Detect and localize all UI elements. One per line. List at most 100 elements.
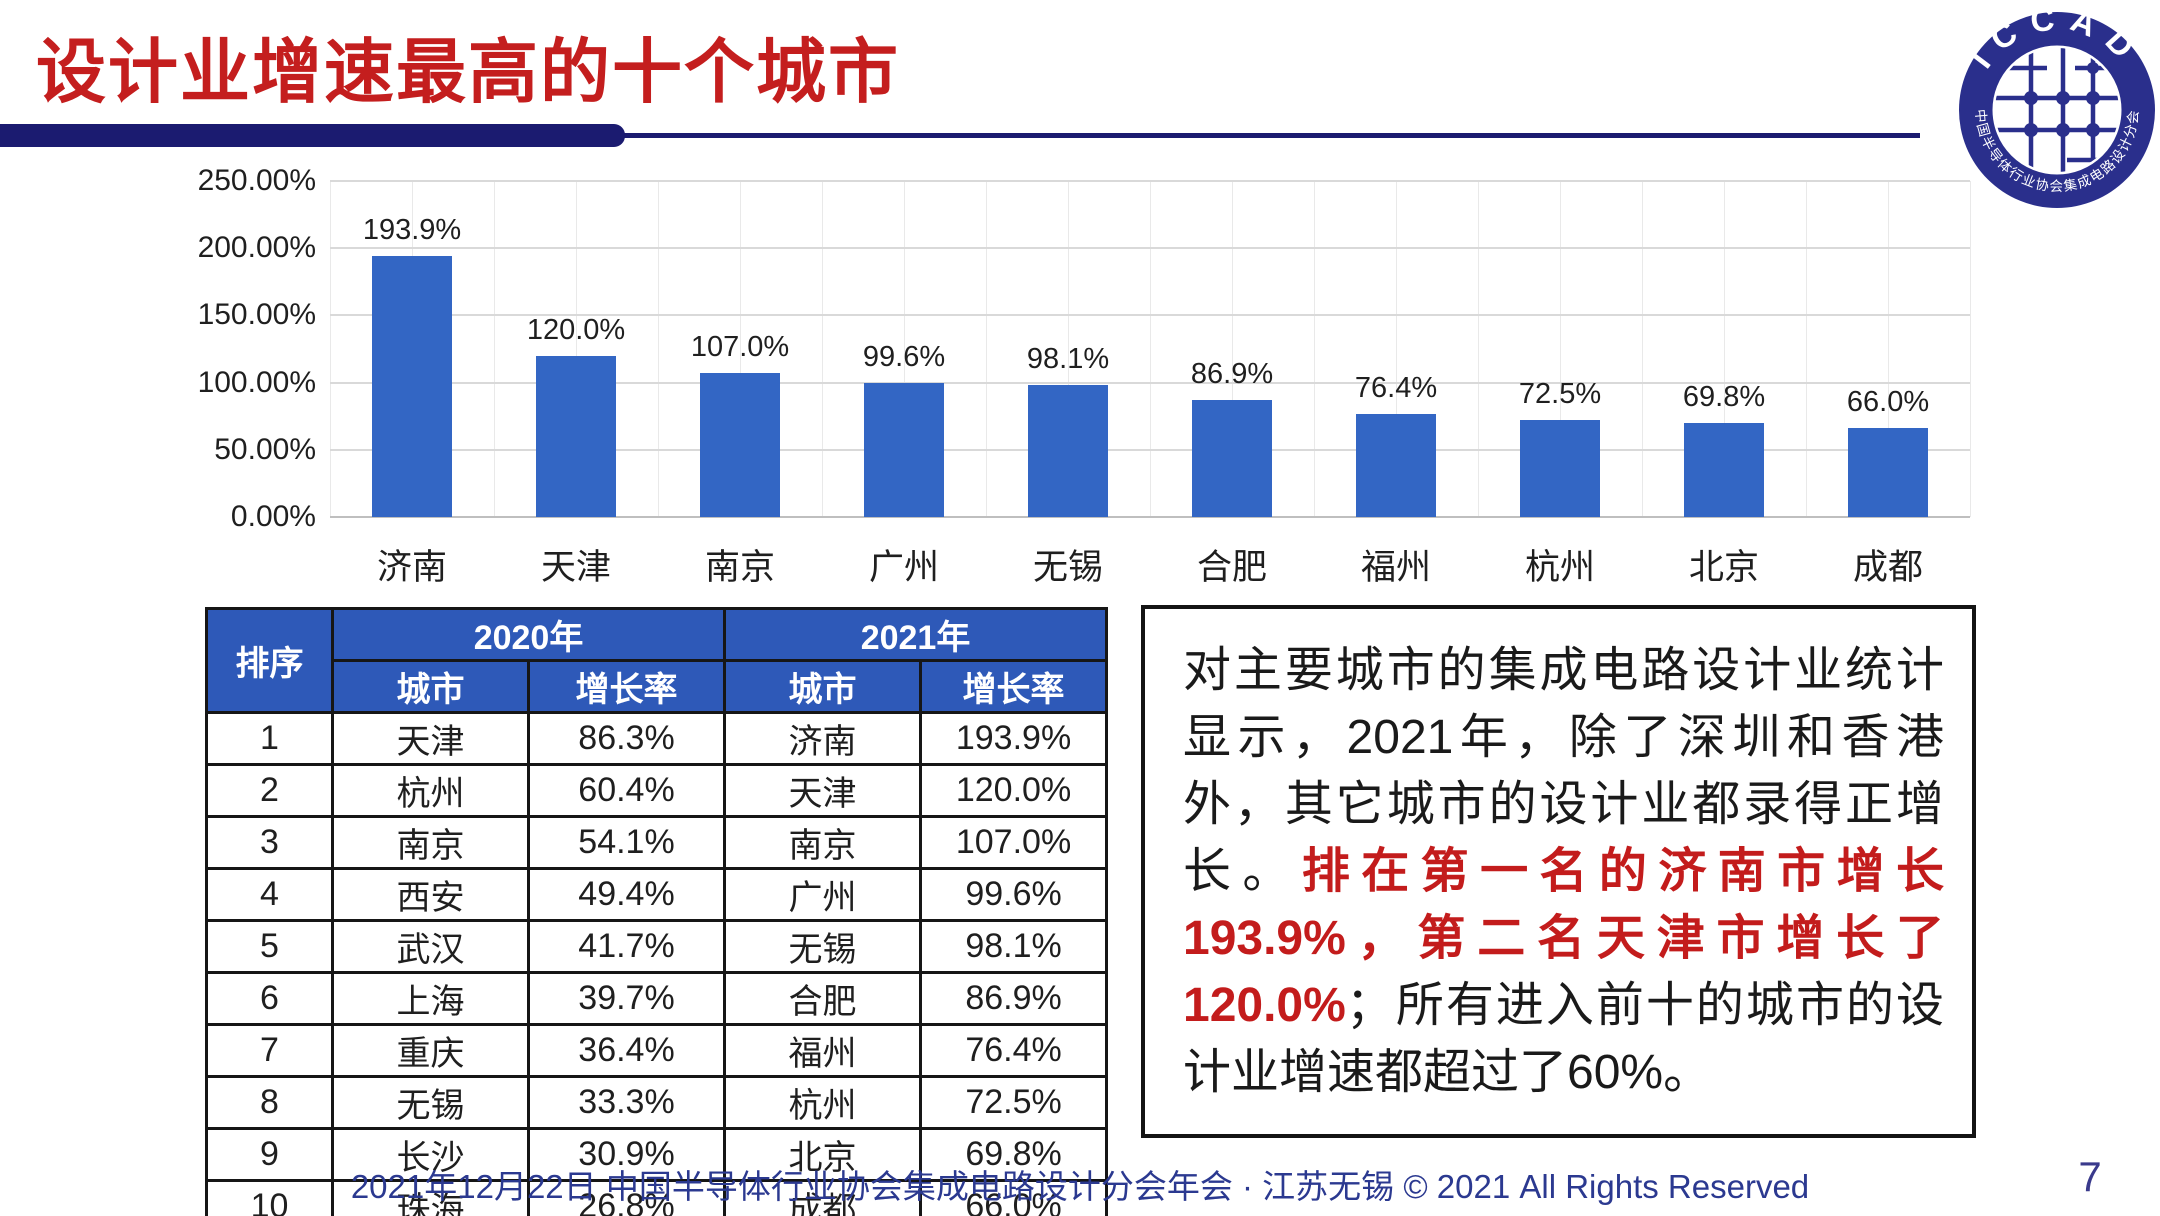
cell-rank: 9 [205,1127,334,1182]
x-tick-label: 济南 [376,548,447,587]
header-city-2021: 城市 [723,659,923,714]
cell-city-2020: 南京 [331,815,530,870]
bar-value-label: 76.4% [1354,372,1438,405]
cell-city-2020: 杭州 [331,763,530,818]
cell-growth-2021: 98.1% [919,919,1109,974]
bar-value-label: 69.8% [1682,381,1766,414]
y-tick-label: 0.00% [230,500,316,533]
ranking-table: 排序 2020年 2021年 城市 增长率 城市 增长率 1 天津 86.3% 济南 193.9% 2… [205,607,1109,1216]
x-tick-label: 杭州 [1524,548,1595,587]
chart-bar [1192,400,1272,517]
cell-growth-2020: 54.1% [526,815,727,870]
chart-vertical-gridline [1888,181,1889,517]
cell-rank: 10 [205,1179,334,1216]
chart-horizontal-gridline [330,247,1970,250]
header-2021: 2021年 [723,607,1109,662]
chart-bar [1028,385,1108,517]
chart-bar [536,355,616,517]
logo-circuit-dots [2024,62,2100,137]
header-rank: 排序 [205,607,334,714]
chart-vertical-gridline [576,181,577,517]
cell-growth-2021: 120.0% [919,763,1109,818]
cell-city-2021: 南京 [723,815,923,870]
chart-vertical-gridline [1396,181,1397,517]
table-row: 8 无锡 33.3% 杭州 72.5% [205,1075,1109,1130]
cell-city-2020: 天津 [331,711,530,766]
chart-vertical-gridline [822,181,823,517]
bar-value-label: 107.0% [690,331,790,364]
cell-growth-2021: 193.9% [919,711,1109,766]
x-tick-label: 南京 [704,548,775,587]
table-row: 1 天津 86.3% 济南 193.9% [205,711,1109,766]
cell-growth-2021: 107.0% [919,815,1109,870]
x-tick-label: 合肥 [1196,548,1267,587]
page-number: 7 [2078,1153,2102,1200]
bar-value-label: 120.0% [526,313,626,346]
cell-growth-2020: 39.7% [526,971,727,1026]
table-row: 4 西安 49.4% 广州 99.6% [205,867,1109,922]
cell-growth-2021: 99.6% [919,867,1109,922]
header-2020: 2020年 [330,607,727,662]
cell-city-2021: 济南 [723,711,923,766]
note-box: 对主要城市的集成电路设计业统计显示，2021年，除了深圳和香港外，其它城市的设计… [1141,605,1976,1138]
cell-growth-2020: 41.7% [526,919,727,974]
chart-bar [1520,419,1600,517]
y-tick-label: 100.00% [197,365,316,399]
y-tick-label: 150.00% [197,298,316,332]
chart-bar [864,383,944,517]
page-title: 设计业增速最高的十个城市 [36,33,900,111]
x-tick-label: 福州 [1360,548,1431,587]
chart-horizontal-gridline [330,381,1970,384]
cell-growth-2020: 49.4% [526,867,727,922]
chart-vertical-gridline [1642,181,1643,517]
table-row: 5 武汉 41.7% 无锡 98.1% [205,919,1109,974]
cell-city-2020: 西安 [331,867,530,922]
cell-rank: 7 [205,1023,334,1078]
x-tick-label: 成都 [1852,548,1923,587]
chart-bar [372,256,452,517]
header-growth-2021: 增长率 [919,659,1109,714]
x-tick-label: 无锡 [1032,548,1103,587]
y-tick-label: 50.00% [214,432,316,466]
chart-vertical-gridline [1478,181,1479,517]
chart-horizontal-gridline [330,180,1970,182]
chart-vertical-gridline [904,181,905,517]
bar-value-label: 98.1% [1026,343,1110,376]
chart-vertical-gridline [1068,181,1069,517]
cell-city-2021: 天津 [723,763,923,818]
cell-city-2021: 合肥 [723,971,923,1026]
title-divider-bar [0,124,625,147]
chart-vertical-gridline [1724,181,1725,517]
cell-growth-2020: 30.9% [526,1127,727,1182]
title-divider-line [0,133,1920,138]
chart-vertical-gridline [494,181,495,517]
chart-vertical-gridline [986,181,987,517]
cell-growth-2020: 33.3% [526,1075,727,1130]
cell-city-2020: 珠海 [331,1179,530,1216]
cell-rank: 3 [205,815,334,870]
iccad-logo-graphic: ICCAD 中国半导体行业协会集成电路设计分会 [1959,0,2155,208]
cell-rank: 4 [205,867,334,922]
chart-horizontal-gridline [330,448,1970,451]
x-tick-label: 天津 [540,548,611,587]
cell-growth-2021: 66.0% [919,1179,1109,1216]
bar-value-label: 72.5% [1518,377,1602,410]
table-row: 10 珠海 26.8% 成都 66.0% [205,1179,1109,1216]
iccad-logo: ICCAD 中国半导体行业协会集成电路设计分会 [1957,0,2157,210]
table-row: 9 长沙 30.9% 北京 69.8% [205,1127,1109,1182]
cell-growth-2020: 36.4% [526,1023,727,1078]
cell-growth-2020: 60.4% [526,763,727,818]
cell-city-2021: 杭州 [723,1075,923,1130]
table-row: 2 杭州 60.4% 天津 120.0% [205,763,1109,818]
chart-vertical-gridline [1806,181,1807,517]
bar-value-label: 66.0% [1846,386,1930,419]
cell-city-2021: 成都 [723,1179,923,1216]
cell-growth-2021: 86.9% [919,971,1109,1026]
bar-value-label: 99.6% [862,341,946,374]
chart-vertical-gridline [330,181,331,517]
cell-growth-2021: 69.8% [919,1127,1109,1182]
chart-vertical-gridline [1232,181,1233,517]
growth-bar-chart: 0.00% 50.00% 100.00% 150.00% 200.00% 250.00% 1… [0,0,2160,605]
cell-city-2020: 武汉 [331,919,530,974]
note-highlight-text: 排在第一名的济南市增长193.9%，第二名天津市增长了120.0% [1183,845,1944,1032]
